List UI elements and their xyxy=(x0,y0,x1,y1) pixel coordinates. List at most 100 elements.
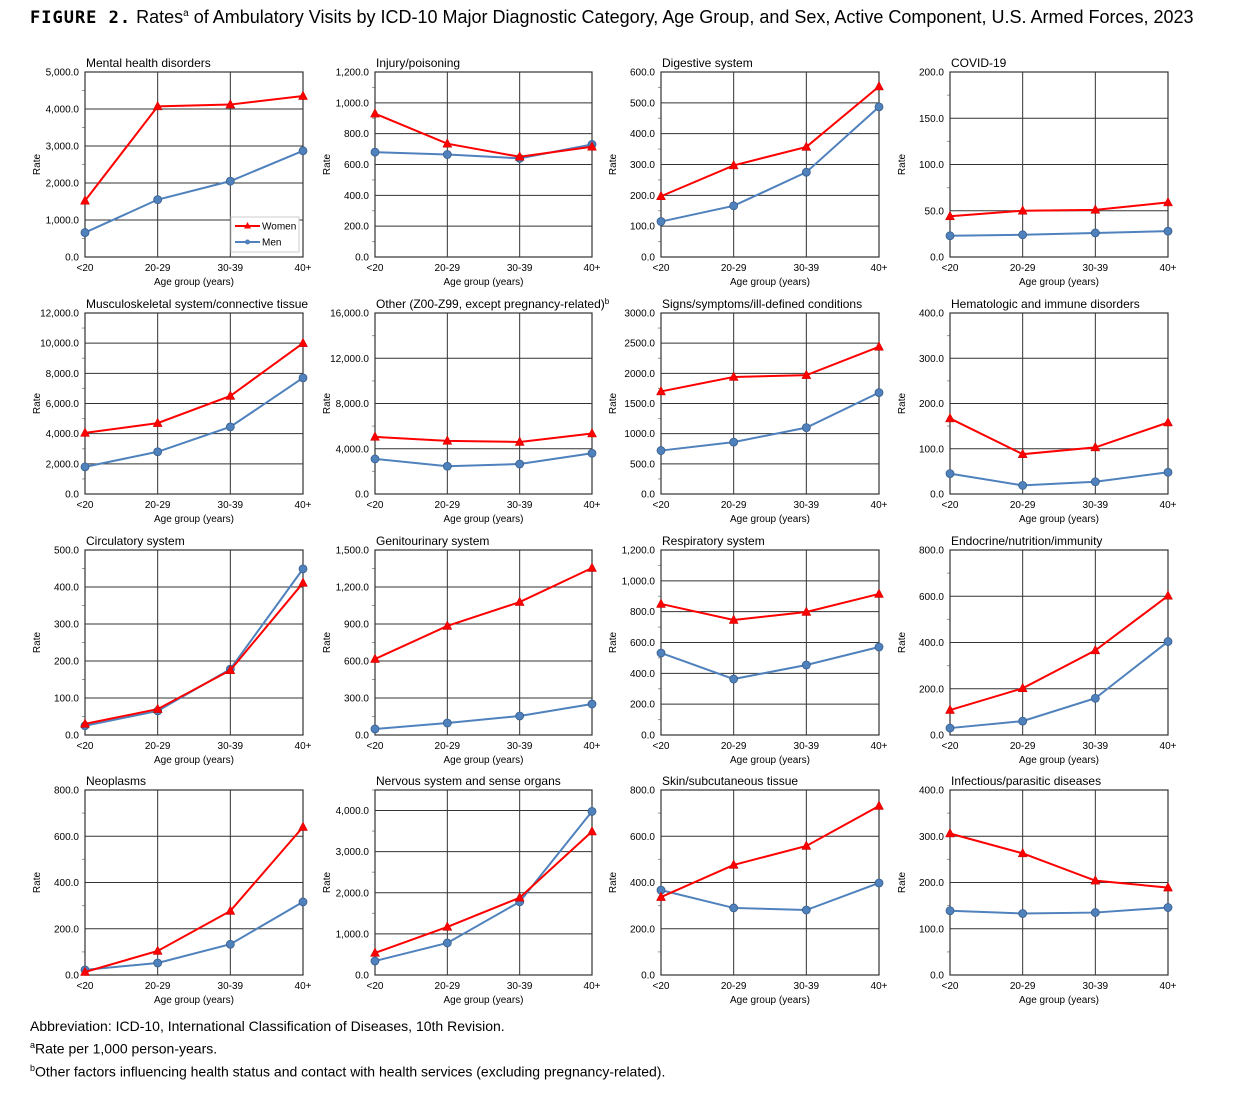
series-line-women xyxy=(84,826,304,973)
y-tick-label: 0.0 xyxy=(65,253,79,264)
y-tick-label: 600.0 xyxy=(54,832,79,843)
data-point-women xyxy=(370,431,380,441)
y-tick-label: 150.0 xyxy=(919,114,944,125)
plot-area-border xyxy=(374,549,593,736)
x-tick-label: 20-29 xyxy=(1010,263,1036,274)
data-point-men xyxy=(298,897,308,907)
y-axis-label: Rate xyxy=(32,393,43,415)
data-point-women xyxy=(587,141,597,151)
y-tick-label: 300.0 xyxy=(344,694,369,705)
series-line-women xyxy=(949,417,1169,456)
footnote-b-mark: b xyxy=(30,1062,36,1073)
data-point-men xyxy=(1018,909,1028,918)
x-axis-label: Age group (years) xyxy=(443,277,523,288)
data-point-men xyxy=(587,699,597,709)
figure-title: FIGURE 2. Ratesa of Ambulatory Visits by… xyxy=(30,7,1194,28)
y-tick-label: 1000.0 xyxy=(624,429,655,440)
data-point-men xyxy=(1090,908,1100,917)
y-tick-label: 2,000.0 xyxy=(46,459,80,470)
data-point-women xyxy=(225,99,236,109)
y-tick-label: 900.0 xyxy=(344,620,369,631)
data-point-men xyxy=(1090,693,1100,703)
y-tick-label: 1500.0 xyxy=(624,399,655,410)
data-point-women xyxy=(442,921,453,931)
y-tick-label: 300.0 xyxy=(919,832,944,843)
y-tick-label: 3,000.0 xyxy=(46,142,80,153)
y-tick-label: 400.0 xyxy=(919,638,944,649)
data-point-women xyxy=(945,412,955,423)
y-axis-label: Rate xyxy=(322,632,333,654)
data-point-men xyxy=(298,146,308,156)
data-point-men xyxy=(298,373,308,383)
y-tick-label: 200.0 xyxy=(919,399,944,410)
x-axis-label: Age group (years) xyxy=(154,277,234,288)
y-tick-label: 0.0 xyxy=(641,253,655,264)
data-point-women xyxy=(587,825,597,836)
y-tick-label: 1,200.0 xyxy=(336,68,370,79)
data-point-men xyxy=(945,906,955,916)
data-point-men xyxy=(153,447,163,457)
footnote-a: aRate per 1,000 person-years. xyxy=(30,1036,665,1059)
y-tick-label: 800.0 xyxy=(919,546,944,557)
x-axis-label: Age group (years) xyxy=(730,514,810,525)
data-point-women xyxy=(656,190,666,201)
x-axis-label: Age group (years) xyxy=(1019,755,1099,766)
data-point-men xyxy=(225,939,235,949)
y-tick-label: 12,000.0 xyxy=(40,309,79,320)
x-tick-label: 20-29 xyxy=(1010,741,1036,752)
y-tick-label: 0.0 xyxy=(65,490,79,501)
y-tick-label: 300.0 xyxy=(919,354,944,365)
y-tick-label: 0.0 xyxy=(930,971,944,982)
y-tick-label: 600.0 xyxy=(919,592,944,603)
data-point-men xyxy=(801,905,811,915)
panel-title: Digestive system xyxy=(662,56,753,70)
y-tick-label: 200.0 xyxy=(344,222,369,233)
x-tick-label: 40+ xyxy=(295,981,312,992)
series-line-men xyxy=(949,230,1169,237)
x-tick-label: 40+ xyxy=(584,981,601,992)
y-tick-label: 1,000.0 xyxy=(336,929,370,940)
data-point-women xyxy=(1017,682,1028,693)
series-line-men xyxy=(374,703,593,730)
y-tick-label: 600.0 xyxy=(630,832,655,843)
x-axis-label: Age group (years) xyxy=(154,755,234,766)
y-tick-label: 2500.0 xyxy=(624,339,655,350)
y-tick-label: 300.0 xyxy=(54,620,79,631)
panel-title: Mental health disorders xyxy=(86,56,211,70)
data-point-men xyxy=(442,461,452,471)
x-tick-label: 40+ xyxy=(584,500,601,511)
y-tick-label: 400.0 xyxy=(630,878,655,889)
y-tick-label: 16,000.0 xyxy=(330,309,369,320)
y-axis-label: Rate xyxy=(32,872,43,894)
data-point-women xyxy=(225,390,236,400)
y-tick-label: 400.0 xyxy=(630,669,655,680)
y-tick-label: 0.0 xyxy=(65,731,79,742)
x-tick-label: 30-39 xyxy=(218,500,244,511)
data-point-men xyxy=(153,958,163,968)
series-line-men xyxy=(949,640,1169,730)
series-line-men xyxy=(84,568,304,727)
y-tick-label: 1,200.0 xyxy=(336,583,370,594)
data-point-men xyxy=(1163,903,1173,912)
chart-panel: 0.0 1,000.0 2,000.0 3,000.0 4,000.0 <20 20-29 3… xyxy=(322,774,601,1006)
y-axis-label: Rate xyxy=(322,154,333,176)
x-tick-label: <20 xyxy=(942,500,959,511)
chart-panel: 0.0 200.0 400.0 600.0 800.0 <20 20-29 30-39 40+ E… xyxy=(897,534,1177,766)
x-tick-label: 40+ xyxy=(1160,263,1177,274)
data-point-men xyxy=(801,660,811,670)
y-tick-label: 200.0 xyxy=(919,878,944,889)
x-tick-label: 20-29 xyxy=(435,500,461,511)
x-tick-label: 20-29 xyxy=(145,500,171,511)
data-point-women xyxy=(80,427,90,437)
series-line-men xyxy=(84,901,304,971)
y-tick-label: 600.0 xyxy=(630,638,655,649)
data-point-women xyxy=(874,588,884,598)
data-point-women xyxy=(514,151,525,161)
plot-area-border xyxy=(374,789,593,976)
data-point-women xyxy=(656,598,666,608)
data-point-men xyxy=(729,674,739,684)
series-line-women xyxy=(84,582,304,725)
data-point-men xyxy=(945,723,955,733)
data-point-women xyxy=(152,945,163,955)
data-point-men xyxy=(1018,716,1028,726)
